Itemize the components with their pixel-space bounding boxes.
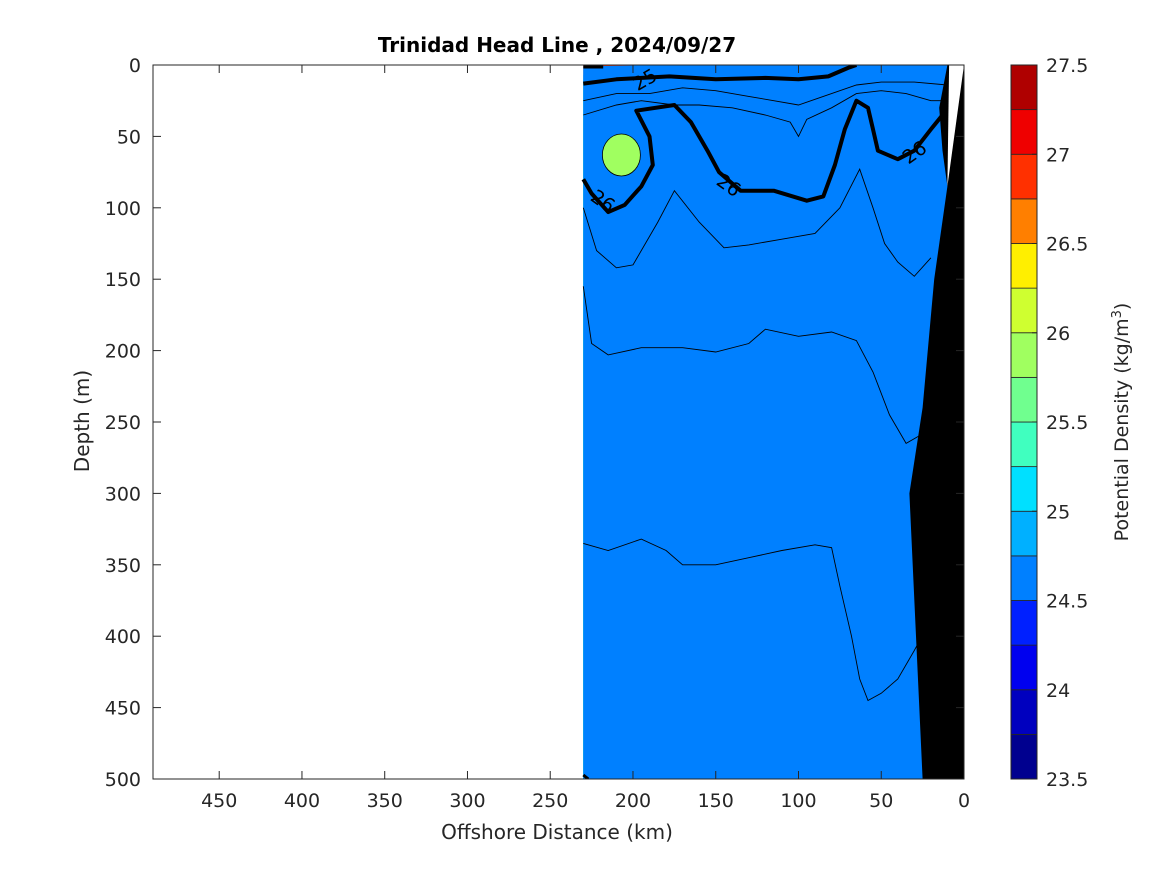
colorbar-tick-label: 25 — [1046, 501, 1070, 523]
axes: 450 400 350 300 250 200 150 100 50 00501001502002… — [105, 55, 970, 812]
y-tick-label: 0 — [129, 55, 141, 77]
y-tick-label: 150 — [105, 269, 141, 291]
colorbar-label-sup: 3 — [1110, 310, 1125, 318]
colorbar-swatch — [1010, 600, 1038, 646]
x-tick-label: 50 — [869, 790, 893, 812]
colorbar-label-main: Potential Density (kg/m — [1111, 318, 1133, 541]
x-axis-label: Offshore Distance (km) — [441, 820, 673, 844]
colorbar-swatch — [1010, 376, 1038, 423]
x-tick-label: 400 — [284, 790, 320, 812]
colorbar-tick-label: 26.5 — [1046, 234, 1088, 256]
colorbar: 27.5 27 26.5 26 25.5 25 24.5 24 23.5 Potential De… — [1010, 55, 1134, 791]
colorbar-swatch — [1010, 466, 1038, 512]
colorbar-tick-label: 26 — [1046, 323, 1070, 345]
colorbar-swatch — [1010, 287, 1038, 334]
contour-line-bold-25 — [583, 65, 858, 86]
colorbar-tick-label: 24.5 — [1046, 591, 1088, 613]
green-pocket — [601, 133, 641, 177]
colorbar-label: Potential Density (kg/m3) — [1110, 303, 1134, 542]
colorbar-swatch — [1010, 555, 1038, 601]
density-layer-24-5 — [583, 65, 964, 779]
bathymetry — [909, 65, 964, 779]
colorbar-swatch — [1010, 510, 1038, 557]
colorbar-swatch — [1010, 64, 1038, 111]
colorbar-swatch — [1010, 109, 1038, 155]
colorbar-tick-label: 23.5 — [1046, 769, 1088, 791]
contour-line-thin — [582, 286, 932, 445]
x-tick-label: 0 — [958, 790, 970, 812]
colorbar-swatch — [1010, 153, 1038, 200]
chart-title: Trinidad Head Line , 2024/09/27 — [378, 33, 736, 57]
colorbar-swatch — [1010, 733, 1038, 780]
y-tick-label: 100 — [105, 198, 141, 220]
edge-mark-bottom — [582, 773, 590, 779]
y-tick-label: 200 — [105, 341, 141, 363]
x-tick-label: 350 — [367, 790, 403, 812]
colorbar-swatch — [1010, 198, 1038, 244]
contour-line-bold-26 — [581, 98, 945, 215]
x-tick-label: 200 — [615, 790, 651, 812]
colorbar-swatch — [1010, 644, 1038, 691]
colorbar-label-end: ) — [1111, 303, 1133, 310]
contour-line-thin — [583, 90, 948, 138]
contour-line-thin — [583, 538, 927, 702]
x-tick-label: 100 — [780, 790, 816, 812]
colorbar-tick-label: 27.5 — [1046, 55, 1088, 77]
y-tick-label: 300 — [105, 483, 141, 505]
colorbar-swatch — [1010, 689, 1038, 735]
colorbar-tick-label: 27 — [1046, 144, 1070, 166]
x-tick-label: 450 — [201, 790, 237, 812]
y-tick-label: 250 — [105, 412, 141, 434]
colorbar-tick-label: 25.5 — [1046, 412, 1088, 434]
y-axis-label: Depth (m) — [70, 370, 94, 472]
nodata-wedge — [947, 65, 964, 187]
contour-line-thin — [582, 168, 932, 277]
y-tick-label: 450 — [105, 698, 141, 720]
y-tick-label: 350 — [105, 555, 141, 577]
y-tick-label: 400 — [105, 626, 141, 648]
y-tick-label: 500 — [105, 769, 141, 791]
y-tick-label: 50 — [117, 126, 141, 148]
x-tick-label: 150 — [698, 790, 734, 812]
colorbar-swatch — [1010, 332, 1038, 378]
colorbar-swatch — [1010, 421, 1038, 468]
contour-line-thin — [583, 81, 948, 106]
x-tick-label: 250 — [532, 790, 568, 812]
x-tick-label: 300 — [449, 790, 485, 812]
colorbar-swatch — [1010, 243, 1038, 289]
colorbar-tick-label: 24 — [1046, 680, 1070, 702]
